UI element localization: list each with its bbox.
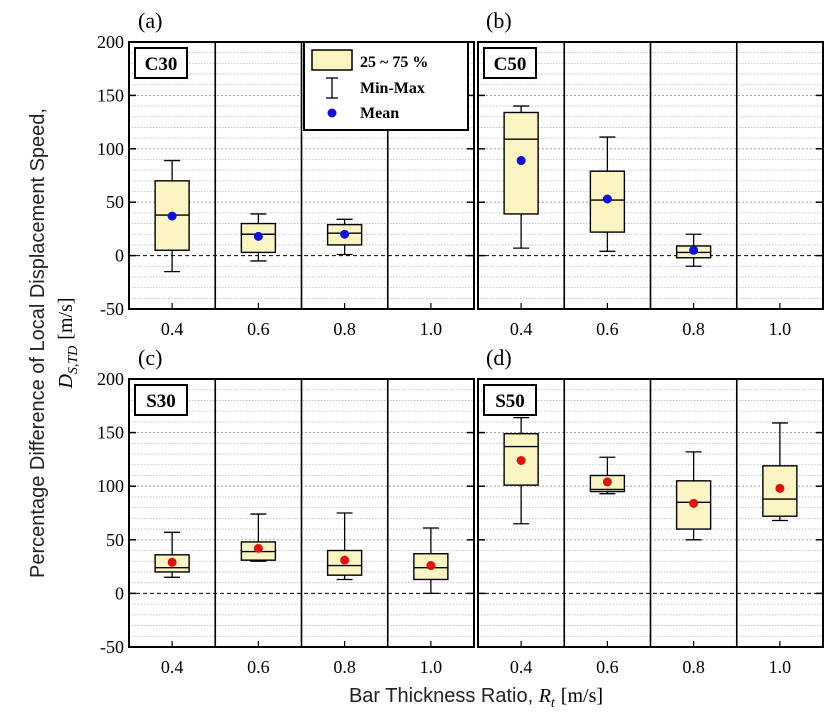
x-axis-label: Bar Thickness Ratio, Rt [m/s] <box>349 685 603 711</box>
box-1.0 <box>413 527 449 595</box>
mean-marker <box>602 477 612 487</box>
x-axis-label-unit: [m/s] <box>561 685 603 707</box>
box-0.8 <box>675 451 712 541</box>
x-tick-label: 0.8 <box>333 657 356 677</box>
panel-tag: C50 <box>494 54 527 75</box>
y-axis-label-sub: S,TD <box>66 346 81 374</box>
x-tick-label: 1.0 <box>420 319 443 339</box>
panel-label: (a) <box>138 8 162 33</box>
y-tick-label: 100 <box>97 476 124 496</box>
x-axis-label-text: Bar Thickness Ratio, <box>349 685 539 707</box>
panel-tag-box <box>134 384 188 416</box>
mean-marker <box>516 455 526 465</box>
x-tick-label: 0.4 <box>161 657 184 677</box>
panel-tag-box <box>483 47 537 79</box>
x-tick-label: 1.0 <box>769 319 792 339</box>
plot-frame <box>477 378 824 648</box>
mean-marker <box>602 194 612 204</box>
y-axis-label-symbol: D <box>55 374 77 390</box>
panel-c30: 200 150 100 50 0 -50 0.4 0.6 0.8 1.0 (a) C30 <box>97 8 475 339</box>
panel-tag-box <box>483 384 537 416</box>
x-axis-label-sub: t <box>551 696 556 711</box>
y-tick-label: 50 <box>106 192 124 212</box>
x-tick-label: 0.4 <box>510 657 533 677</box>
y-axis-label-line1: Percentage Difference of Local Displacem… <box>27 108 49 578</box>
legend-box-label: 25 ~ 75 % <box>360 54 428 71</box>
y-tick-label: -50 <box>100 637 124 657</box>
box-0.4 <box>503 105 539 249</box>
y-axis-label-line2: DS,TD [m/s] <box>55 297 81 389</box>
x-tick-label: 0.4 <box>510 319 533 339</box>
mean-marker <box>167 211 177 221</box>
y-tick-label: 100 <box>97 139 124 159</box>
mean-marker <box>253 231 263 241</box>
panel-label: (b) <box>486 8 512 33</box>
panel-c50: 0.4 0.6 0.8 1.0 (b) C50 <box>477 8 824 339</box>
box-0.8 <box>675 233 712 267</box>
legend: 25 ~ 75 % Min-Max Mean <box>303 41 469 131</box>
plot-frame <box>477 41 824 310</box>
panel-tag: C30 <box>145 54 178 75</box>
panel-tag-box <box>134 47 188 79</box>
x-tick-label: 0.6 <box>247 319 270 339</box>
x-tick-label: 0.6 <box>596 657 619 677</box>
legend-box-swatch <box>311 49 353 71</box>
y-tick-label: 200 <box>97 32 124 52</box>
box-0.6 <box>240 513 277 562</box>
panel-label: (d) <box>486 345 512 370</box>
x-tick-label: 1.0 <box>769 657 792 677</box>
mean-marker <box>516 156 526 166</box>
mean-marker <box>426 561 436 571</box>
box-1.0 <box>762 422 798 522</box>
panel-tag: S30 <box>146 391 176 412</box>
legend-mean-label: Mean <box>360 105 399 122</box>
x-tick-label: 0.4 <box>161 319 184 339</box>
mean-marker <box>689 245 699 255</box>
box-0.6 <box>589 136 626 252</box>
y-tick-label: 150 <box>97 85 124 105</box>
panel-s50: 0.4 0.6 0.8 1.0 (d) S50 <box>477 345 824 677</box>
mean-marker <box>340 229 350 239</box>
box-0.6 <box>240 213 277 262</box>
y-tick-label: 0 <box>115 583 124 603</box>
x-tick-label: 0.6 <box>247 657 270 677</box>
y-tick-label: 0 <box>115 246 124 266</box>
x-axis-label-symbol: R <box>538 685 551 707</box>
x-tick-label: 1.0 <box>420 657 443 677</box>
box-0.8 <box>326 218 363 256</box>
panel-s30: 200 150 100 50 0 -50 0.4 0.6 0.8 1.0 (c) S30 <box>97 345 475 677</box>
box-0.4 <box>503 416 539 525</box>
x-tick-label: 0.6 <box>596 319 619 339</box>
y-tick-label: 150 <box>97 423 124 443</box>
mean-marker <box>689 498 699 508</box>
mean-marker <box>167 557 177 567</box>
y-tick-label: 50 <box>106 530 124 550</box>
box-0.4 <box>154 159 190 273</box>
panel-label: (c) <box>138 345 162 370</box>
y-axis-label-unit: [m/s] <box>55 297 77 339</box>
y-tick-label: -50 <box>100 299 124 319</box>
x-tick-label: 0.8 <box>682 657 705 677</box>
mean-marker <box>775 483 785 493</box>
box-0.4 <box>154 531 190 578</box>
panel-tag: S50 <box>495 391 525 412</box>
legend-mean-swatch <box>327 108 337 118</box>
x-tick-label: 0.8 <box>333 319 356 339</box>
box-0.6 <box>589 456 626 495</box>
mean-marker <box>340 555 350 565</box>
mean-marker <box>253 543 263 553</box>
y-tick-label: 200 <box>97 369 124 389</box>
x-tick-label: 0.8 <box>682 319 705 339</box>
plot-frame <box>128 378 475 648</box>
box-0.8 <box>326 512 363 581</box>
plot-frame <box>128 41 475 310</box>
legend-whisker-label: Min-Max <box>360 80 425 97</box>
